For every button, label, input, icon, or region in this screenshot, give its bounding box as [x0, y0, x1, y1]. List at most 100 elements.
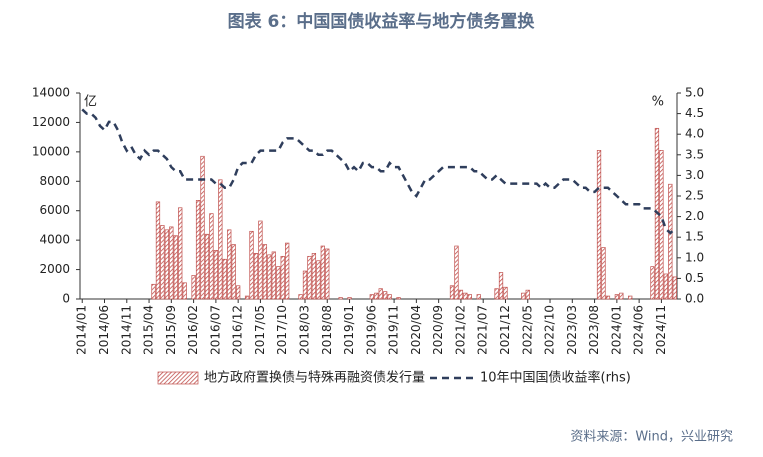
bar: [258, 220, 263, 300]
bar: [338, 297, 343, 300]
source: 资料来源：Wind，兴业研究: [570, 430, 733, 445]
y2-tick-label: 3.0: [685, 168, 704, 182]
bar: [209, 213, 214, 300]
bar: [155, 201, 161, 300]
y-tick-label: 12000: [32, 115, 70, 129]
x-tick-label: 2018/03: [297, 305, 311, 355]
bar: [325, 248, 330, 300]
y2-tick-label: 0.0: [685, 292, 704, 306]
y-tick-label: 10000: [32, 144, 70, 158]
bar: [619, 292, 624, 300]
bar: [200, 155, 205, 300]
bar: [307, 255, 312, 300]
bar: [650, 266, 655, 300]
x-tick-label: 2017/10: [275, 305, 289, 355]
y-tick-label: 14000: [32, 86, 70, 100]
bar: [383, 291, 388, 300]
y-tick-label: 0: [62, 292, 70, 306]
x-tick-label: 2018/08: [320, 305, 334, 355]
bar: [271, 251, 276, 300]
y2-tick-label: 1.0: [685, 250, 704, 264]
bar: [182, 282, 187, 300]
y2-tick-label: 0.5: [685, 271, 704, 285]
bar: [236, 285, 241, 300]
bar: [601, 247, 606, 300]
bar: [285, 242, 290, 300]
bar: [369, 294, 374, 300]
y2-tick-label: 2.0: [685, 209, 704, 223]
y2-tick-label: 4.5: [685, 106, 704, 120]
bar: [204, 233, 210, 300]
bar: [191, 275, 196, 300]
x-tick-label: 2016/12: [231, 305, 245, 355]
x-tick-label: 2016/07: [208, 305, 222, 355]
legend-swatch: [157, 371, 199, 385]
bar: [374, 292, 379, 300]
bar: [525, 289, 530, 300]
bar: [614, 294, 619, 300]
x-tick-label: 2023/03: [565, 305, 579, 355]
x-tick-label: 2020/04: [409, 305, 423, 355]
y2-tick-label: 5.0: [685, 86, 704, 100]
bar: [668, 183, 673, 300]
bar: [659, 150, 664, 300]
x-tick-label: 2016/02: [186, 305, 200, 355]
bar: [628, 295, 633, 300]
y-tick-label: 6000: [39, 203, 70, 217]
bar: [498, 272, 504, 300]
x-tick-label: 2014/01: [75, 305, 89, 355]
bar: [663, 273, 668, 300]
bar: [249, 230, 254, 300]
bar: [267, 254, 272, 300]
x-tick-label: 2024/01: [609, 305, 623, 355]
bar: [173, 235, 178, 300]
y-tick-label: 4000: [39, 233, 70, 247]
bar: [298, 294, 303, 300]
bar: [672, 276, 677, 300]
y-tick-label: 8000: [39, 174, 70, 188]
bar: [302, 270, 308, 300]
bar: [231, 244, 236, 300]
bar: [213, 250, 219, 300]
x-tick-label: 2021/02: [453, 305, 467, 355]
bar: [494, 288, 499, 300]
legend-label: 地方政府置换债与特殊再融资债发行量: [204, 370, 425, 386]
bar: [476, 294, 481, 300]
bar: [262, 244, 268, 300]
bar: [218, 179, 223, 300]
bar: [160, 225, 165, 300]
x-tick-label: 2021/07: [476, 305, 490, 355]
y-tick-label: 2000: [39, 262, 70, 276]
bar: [280, 255, 285, 300]
y2-unit: %: [652, 95, 664, 110]
bar: [316, 260, 321, 300]
line: [81, 108, 676, 235]
bar: [347, 297, 352, 300]
y2-tick-label: 3.5: [685, 147, 704, 161]
bar: [164, 229, 170, 300]
bar: [222, 258, 227, 300]
x-tick-label: 2019/01: [342, 305, 356, 355]
x-tick-label: 2017/05: [253, 305, 267, 355]
x-tick-label: 2020/09: [431, 305, 445, 355]
bar: [521, 292, 526, 300]
bar: [503, 286, 508, 300]
x-tick-label: 2019/11: [387, 305, 401, 355]
bar: [454, 245, 459, 300]
x-tick-label: 2014/11: [119, 305, 133, 355]
x-tick-label: 2023/08: [587, 305, 601, 355]
x-tick-label: 2021/12: [498, 305, 512, 355]
x-tick-label: 2015/04: [142, 305, 156, 355]
x-tick-label: 2024/06: [632, 305, 646, 355]
y-unit: 亿: [84, 95, 97, 110]
bar: [227, 229, 232, 300]
bar: [169, 226, 174, 300]
bar: [449, 285, 455, 300]
x-tick-label: 2024/11: [654, 305, 668, 355]
bar: [458, 289, 464, 300]
x-tick-label: 2022/05: [520, 305, 534, 355]
bar: [178, 207, 183, 300]
bar: [396, 297, 401, 300]
bar: [605, 295, 611, 300]
